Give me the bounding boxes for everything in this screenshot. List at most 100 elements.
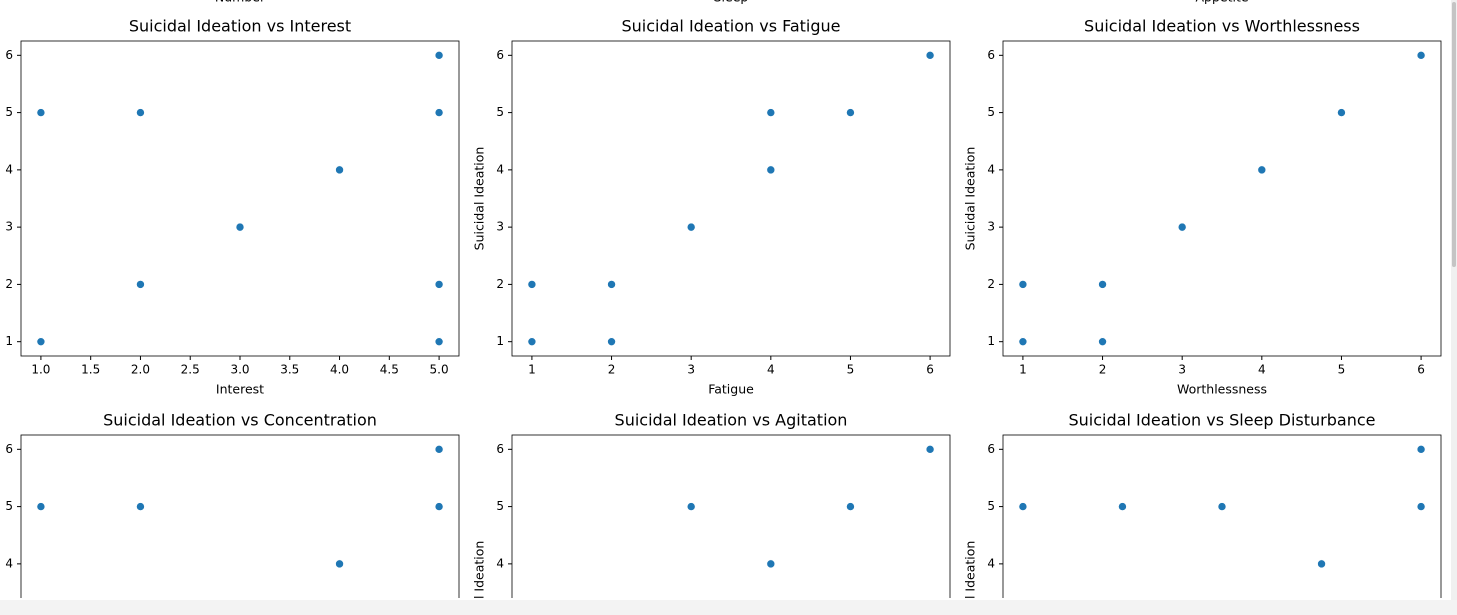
point (335, 559, 344, 569)
y-tick-label: 1 (987, 334, 995, 348)
x-tick-label: 4 (1258, 363, 1266, 377)
x-tick-label: 6 (1417, 363, 1425, 377)
x-tick-label: 5.0 (430, 363, 449, 377)
chart-title: Suicidal Ideation vs Worthlessness (1084, 17, 1360, 36)
y-axis-label: Suicidal Ideation (472, 541, 487, 615)
scrollbar-track[interactable] (1451, 0, 1457, 600)
x-tick-label: 2.0 (131, 363, 150, 377)
axes-frame (1002, 40, 1442, 357)
point (527, 280, 537, 289)
point (1098, 280, 1107, 289)
point (1018, 502, 1028, 511)
point (335, 165, 344, 175)
point (1217, 502, 1227, 511)
cropped-axis-label: Number (215, 0, 266, 5)
point (36, 108, 46, 117)
y-tick-label: 2 (987, 277, 995, 291)
y-tick-label: 4 (5, 162, 13, 176)
footer-bar (0, 600, 1457, 615)
chart-title: Suicidal Ideation vs Interest (129, 17, 351, 36)
y-tick-label: 2 (496, 277, 504, 291)
point (1098, 337, 1107, 346)
y-tick-label: 1 (5, 334, 13, 348)
point (766, 559, 776, 569)
x-tick-label: 3 (687, 363, 695, 377)
chart-title: Suicidal Ideation vs Concentration (103, 411, 377, 430)
x-tick-label: 1 (528, 363, 536, 377)
point (766, 165, 776, 175)
point (1118, 502, 1127, 511)
axes-frame (511, 40, 951, 357)
y-tick-label: 4 (987, 162, 995, 176)
point (925, 51, 935, 60)
point (1416, 445, 1426, 454)
point (136, 502, 145, 511)
axes-frame (20, 40, 460, 357)
axes-frame (1002, 434, 1442, 598)
x-tick-label: 3.0 (230, 363, 249, 377)
chart-title: Suicidal Ideation vs Fatigue (621, 17, 840, 36)
y-tick-label: 4 (5, 556, 13, 570)
point (925, 445, 935, 454)
x-tick-label: 4.0 (330, 363, 349, 377)
x-tick-label: 2 (608, 363, 616, 377)
y-axis-label: Suicidal Ideation (963, 541, 978, 615)
x-tick-label: 1 (1019, 363, 1027, 377)
x-tick-label: 2 (1099, 363, 1107, 377)
point (1317, 559, 1326, 569)
point (846, 502, 855, 511)
point (434, 337, 444, 346)
y-tick-label: 4 (496, 162, 504, 176)
point (1416, 51, 1426, 60)
x-axis-label: Worthlessness (1177, 382, 1267, 397)
point (607, 280, 616, 289)
y-tick-label: 3 (496, 220, 504, 234)
chart-title: Suicidal Ideation vs Agitation (615, 411, 848, 430)
x-tick-label: 1.5 (81, 363, 100, 377)
point (1018, 280, 1028, 289)
x-axis-label: Interest (216, 382, 264, 397)
cropped-axis-label: Sleep (714, 0, 749, 5)
x-axis-label: Fatigue (708, 382, 754, 397)
point (136, 280, 145, 289)
y-tick-label: 6 (5, 48, 13, 62)
y-tick-label: 4 (987, 556, 995, 570)
y-axis-label: Suicidal Ideation (472, 147, 487, 251)
x-tick-label: 6 (926, 363, 934, 377)
point (36, 337, 46, 346)
x-tick-label: 3.5 (280, 363, 299, 377)
y-tick-label: 1 (496, 334, 504, 348)
x-tick-label: 1.0 (31, 363, 50, 377)
y-tick-label: 3 (987, 220, 995, 234)
chart-title: Suicidal Ideation vs Sleep Disturbance (1069, 411, 1376, 430)
x-tick-label: 4.5 (380, 363, 399, 377)
point (434, 445, 444, 454)
point (686, 502, 696, 511)
y-tick-label: 3 (5, 220, 13, 234)
y-tick-label: 5 (496, 105, 504, 119)
y-tick-label: 5 (496, 499, 504, 513)
point (235, 222, 245, 232)
scrollbar-thumb[interactable] (1452, 2, 1456, 267)
y-tick-label: 6 (496, 48, 504, 62)
y-tick-label: 6 (496, 442, 504, 456)
x-tick-label: 5 (847, 363, 855, 377)
point (434, 108, 444, 117)
point (136, 108, 145, 117)
x-tick-label: 2.5 (181, 363, 200, 377)
x-tick-label: 3 (1178, 363, 1186, 377)
point (527, 337, 537, 346)
point (1177, 222, 1187, 232)
y-axis-label: Suicidal Ideation (963, 147, 978, 251)
axes-frame (20, 434, 460, 598)
y-tick-label: 2 (5, 277, 13, 291)
cropped-axis-label: Appetite (1195, 0, 1248, 5)
y-tick-label: 4 (496, 556, 504, 570)
axes-frame (511, 434, 951, 598)
y-tick-label: 6 (5, 442, 13, 456)
point (846, 108, 855, 117)
y-tick-label: 5 (5, 499, 13, 513)
y-tick-label: 5 (987, 105, 995, 119)
point (36, 502, 46, 511)
